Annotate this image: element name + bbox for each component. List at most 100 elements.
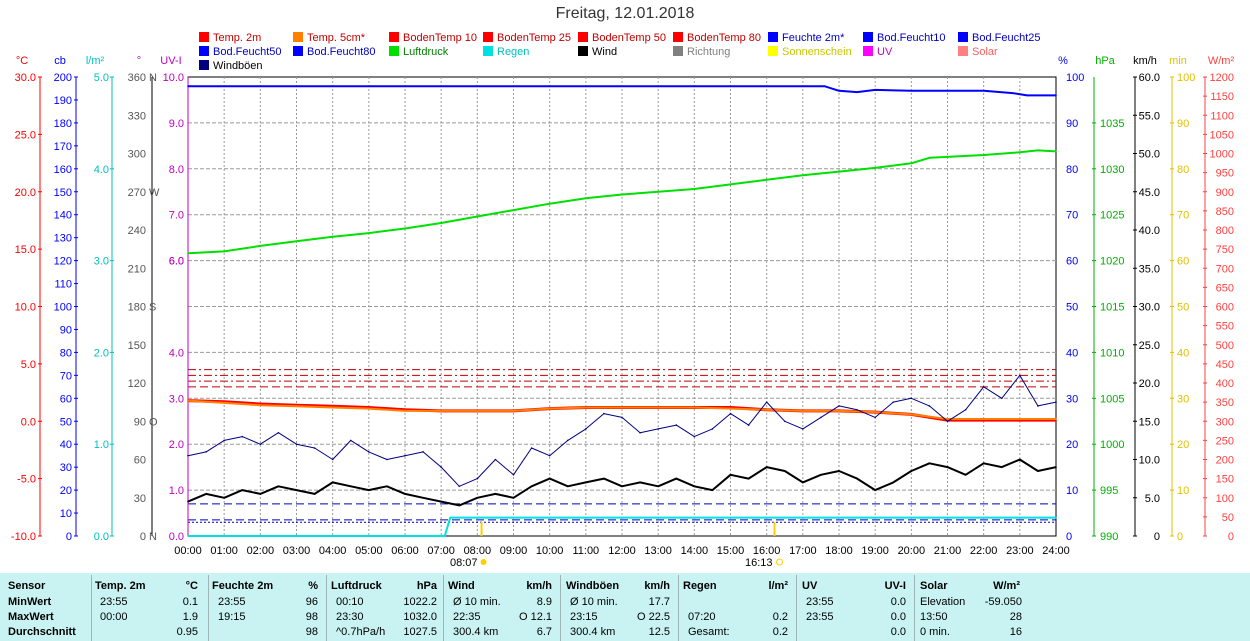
- data-point: [585, 481, 587, 484]
- data-point: [368, 451, 370, 453]
- data-point: [856, 91, 858, 93]
- stats-cell: 28: [1009, 611, 1022, 623]
- data-point: [910, 470, 913, 472]
- data-point: [838, 89, 840, 92]
- dir-tick-label: 360: [128, 72, 146, 84]
- stats-cell: 0.0: [890, 626, 906, 638]
- data-point: [512, 496, 515, 499]
- data-point: [838, 410, 840, 412]
- data-point: [512, 410, 515, 412]
- stats-cell: 0.2: [772, 626, 788, 638]
- solar-tick-label: 50: [1222, 512, 1234, 524]
- sun-tick-label: 100: [1177, 72, 1195, 84]
- sun-tick-label: 50: [1177, 302, 1189, 314]
- stats-divider: [208, 575, 209, 641]
- data-point: [205, 451, 207, 453]
- data-point: [1037, 405, 1039, 407]
- data-point: [512, 474, 515, 476]
- wind-tick-label: 45.0: [1139, 187, 1160, 199]
- data-point: [476, 477, 479, 480]
- data-point: [331, 406, 334, 409]
- sunset-icon: [776, 558, 784, 566]
- stats-header: Regen: [683, 580, 717, 592]
- data-point: [386, 458, 388, 461]
- solar-tick-label: 750: [1216, 244, 1234, 256]
- legend-item: Wind: [578, 46, 617, 58]
- rain-tick-label: 2.0: [94, 347, 109, 359]
- data-point: [223, 439, 225, 442]
- data-point: [621, 406, 623, 409]
- legend-item: Luftdruck: [389, 46, 449, 58]
- dir-unit: °: [137, 55, 141, 67]
- data-point: [386, 485, 388, 488]
- chart-axes: 30.025.020.015.010.05.00.0-5.0-10.0°C200…: [11, 55, 1235, 569]
- cb-tick-label: 140: [54, 210, 72, 222]
- hum-unit: %: [1058, 55, 1068, 67]
- cb-tick-label: 20: [60, 485, 72, 497]
- press-tick-label: 995: [1100, 485, 1118, 497]
- data-point: [313, 447, 316, 449]
- data-point: [874, 489, 876, 491]
- data-point: [693, 435, 696, 438]
- series-line-regen: [188, 516, 1056, 537]
- dir-tick-label: 180: [128, 302, 146, 314]
- stats-cell: ^0.7hPa/h: [336, 626, 386, 638]
- data-point: [422, 496, 424, 499]
- data-point: [657, 190, 659, 193]
- stats-header: UV: [802, 580, 818, 592]
- chart-series: [187, 85, 1057, 537]
- temp-unit: °C: [16, 55, 28, 67]
- data-point: [621, 193, 623, 196]
- legend-label: Bod.Feucht10: [877, 32, 946, 44]
- data-point: [838, 470, 840, 472]
- hum-tick-label: 90: [1066, 118, 1078, 130]
- data-point: [205, 493, 207, 495]
- data-point: [313, 493, 316, 495]
- data-point: [693, 406, 696, 409]
- data-point: [910, 397, 913, 400]
- dir-tick-label: 0: [140, 531, 146, 543]
- stats-header-unit: l/m²: [768, 580, 788, 592]
- dir-tick-label: 120: [128, 378, 146, 390]
- dir-tick-label: 210: [128, 263, 146, 275]
- legend-item: Bod.Feucht50: [199, 46, 282, 58]
- data-point: [639, 431, 641, 434]
- data-point: [440, 222, 442, 224]
- stats-header-unit: km/h: [526, 580, 552, 592]
- stats-divider: [796, 575, 797, 641]
- data-point: [946, 89, 949, 92]
- data-point: [765, 408, 768, 411]
- uv-tick-label: 3.0: [169, 393, 184, 405]
- stats-cell: 23:55: [100, 596, 128, 608]
- x-tick-label: 22:00: [970, 545, 998, 557]
- legend-label: Bod.Feucht25: [972, 32, 1041, 44]
- data-point: [729, 407, 732, 410]
- data-point: [331, 481, 334, 484]
- data-point: [1055, 418, 1057, 420]
- data-point: [349, 439, 352, 442]
- data-point: [259, 404, 262, 406]
- data-point: [548, 477, 551, 480]
- data-point: [657, 485, 659, 488]
- cb-tick-label: 50: [60, 416, 72, 428]
- dir-tick-label: 330: [128, 110, 146, 122]
- legend-label: BodenTemp 50: [592, 32, 666, 44]
- temp-tick-label: -10.0: [11, 531, 36, 543]
- solar-tick-label: 900: [1216, 187, 1234, 199]
- data-point: [765, 179, 768, 181]
- compass-label: N: [149, 531, 157, 543]
- stats-cell: O 12.1: [518, 611, 552, 623]
- cb-unit: cb: [54, 55, 66, 67]
- stats-divider: [326, 575, 327, 641]
- press-tick-label: 1030: [1100, 164, 1124, 176]
- legend-label: Temp. 2m: [213, 32, 261, 44]
- stats-cell: 0.2: [772, 611, 788, 623]
- weather-chart: Temp. 2m Temp. 5cm* BodenTemp 10 BodenTemp …: [11, 32, 1235, 569]
- stats-cell: 00:00: [100, 611, 128, 623]
- wind-tick-label: 60.0: [1139, 72, 1160, 84]
- data-point: [530, 447, 533, 449]
- dir-tick-label: 240: [128, 225, 146, 237]
- stats-cell: 23:30: [336, 611, 364, 623]
- data-point: [548, 407, 551, 410]
- stats-cell: Gesamt:: [688, 626, 730, 638]
